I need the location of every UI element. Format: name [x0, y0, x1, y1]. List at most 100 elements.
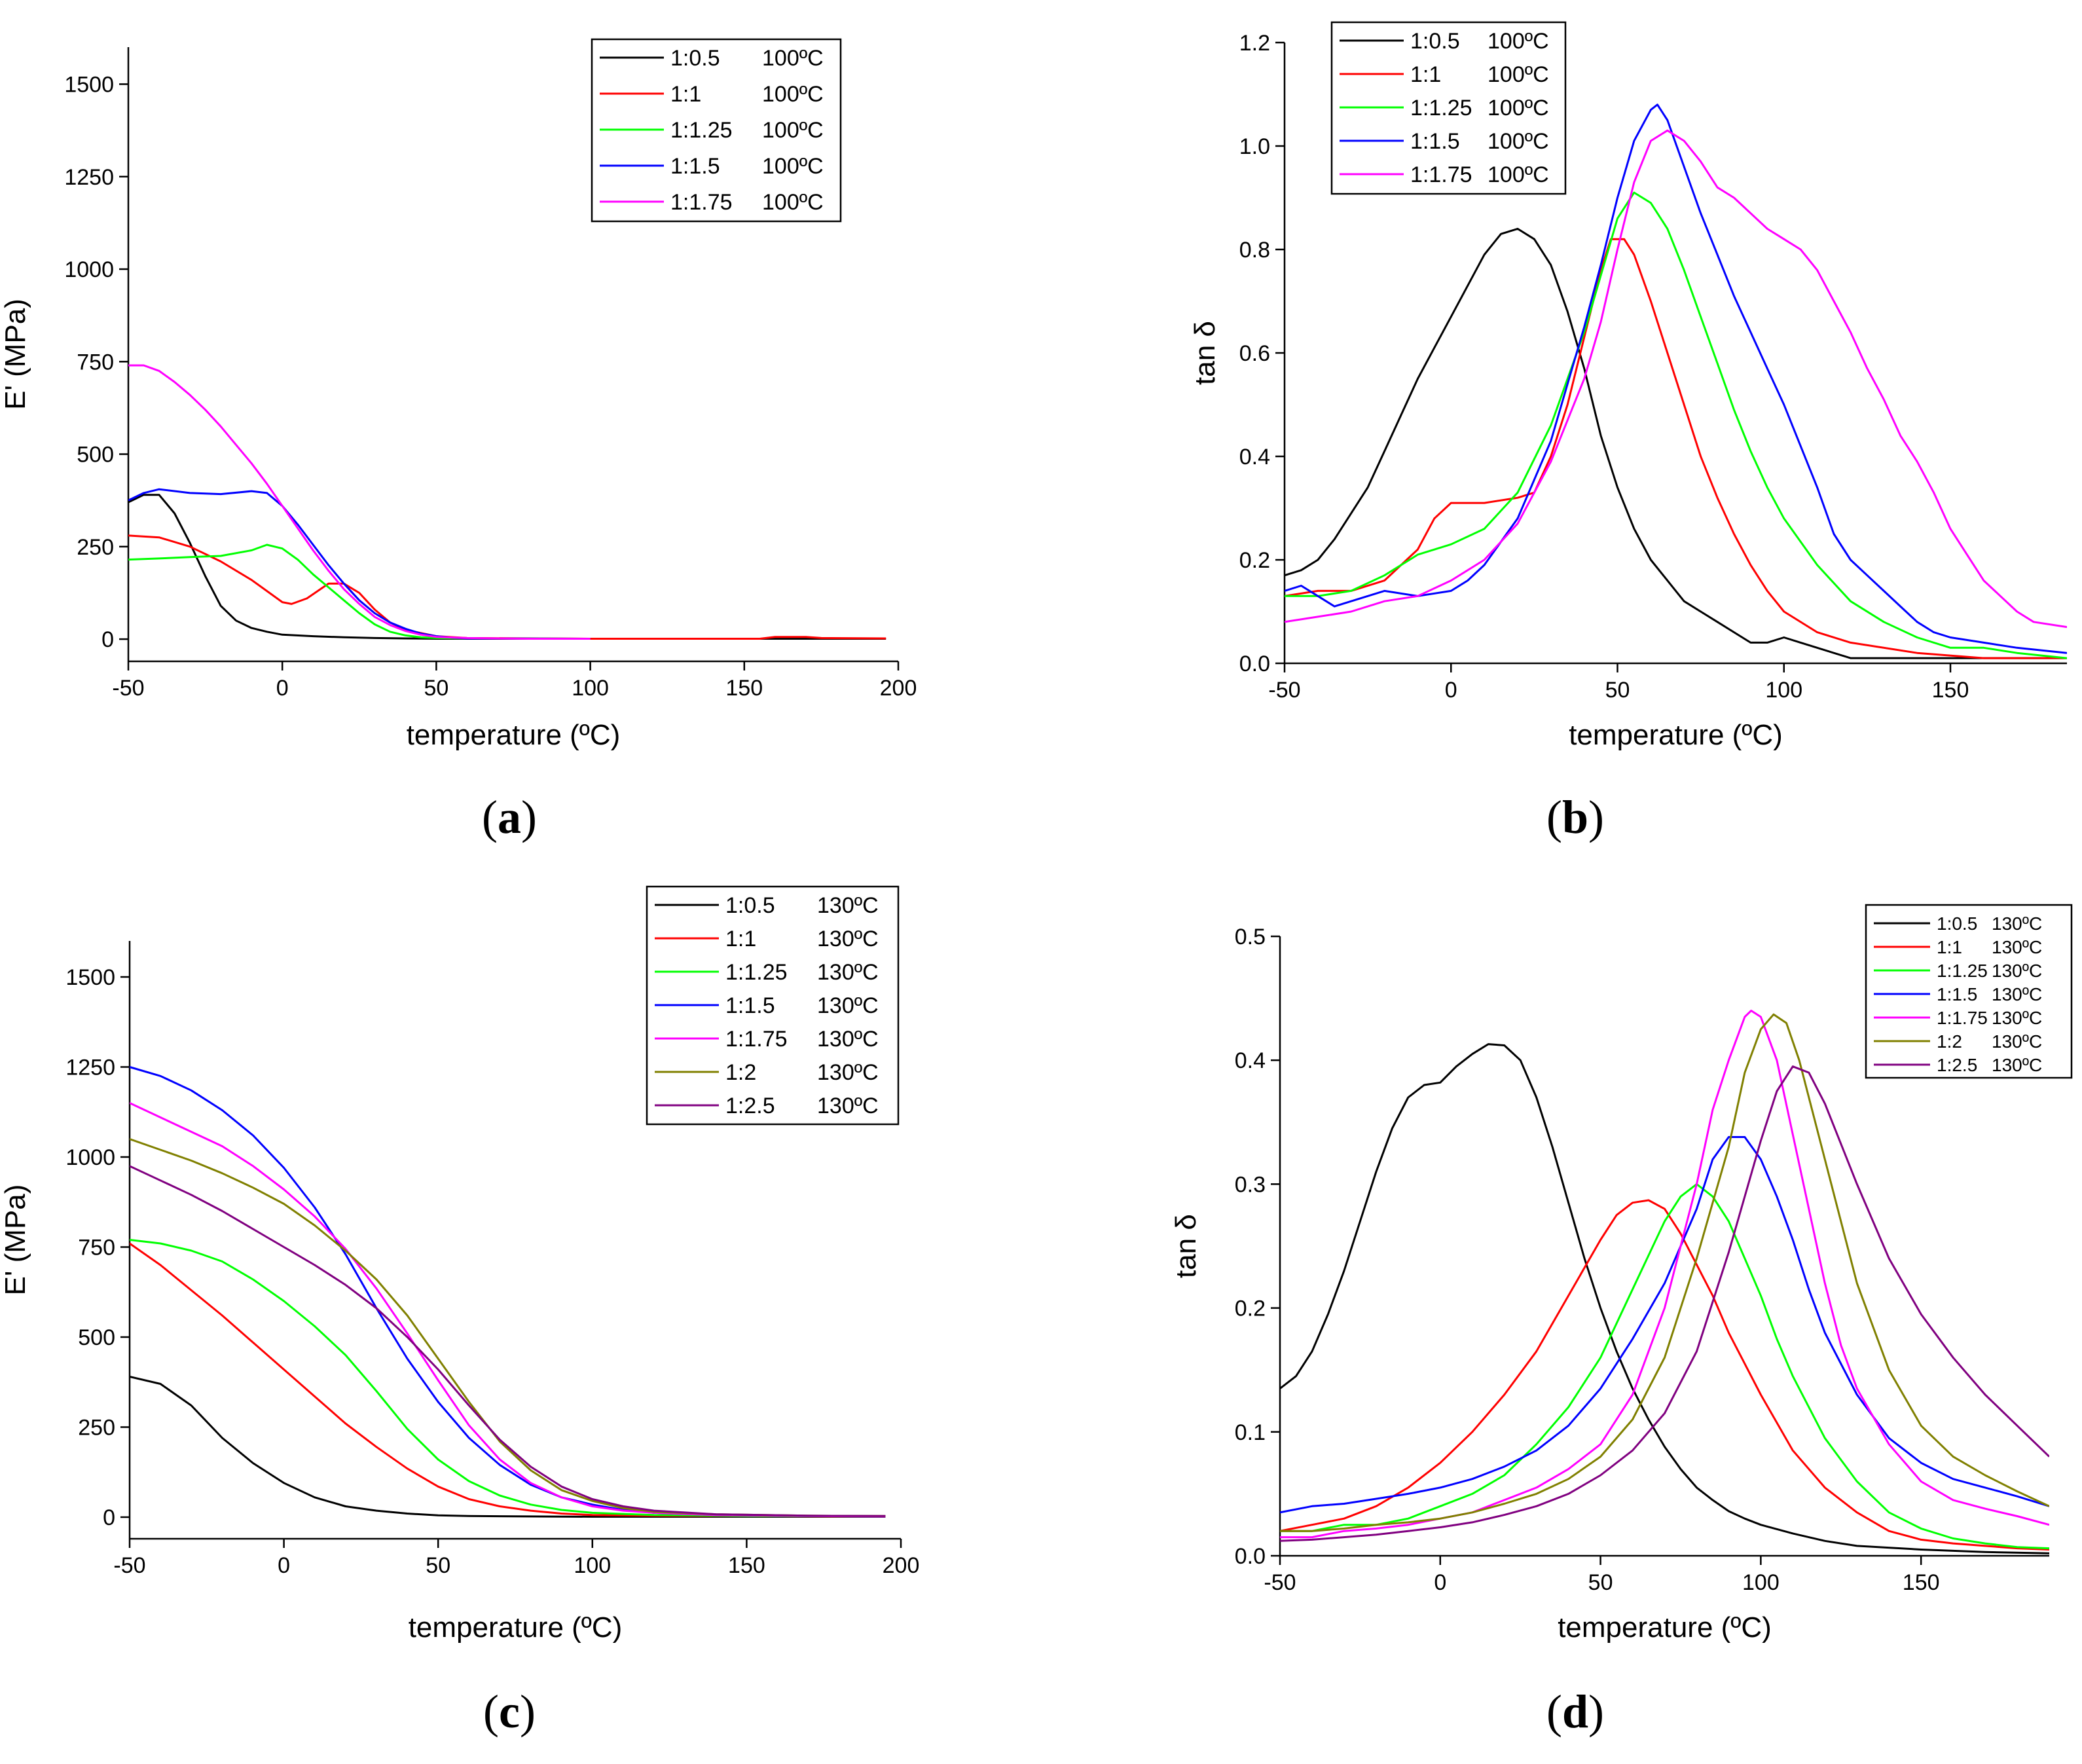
legend-box — [646, 885, 900, 1126]
x-axis-label: temperature (ºC) — [407, 719, 621, 751]
legend-condition: 100ºC — [762, 118, 824, 143]
caption-open-paren: ( — [1546, 1685, 1562, 1738]
x-axis-label: temperature (ºC) — [409, 1611, 623, 1644]
y-tick-label: 1.2 — [1239, 31, 1270, 56]
legend-label: 1:0.5 — [1410, 29, 1460, 54]
y-tick-label: 0.1 — [1235, 1420, 1266, 1445]
y-axis-label: tan δ — [1189, 321, 1221, 385]
series-line-1-1-5 — [1285, 103, 2067, 654]
legend-condition: 100ºC — [762, 154, 824, 179]
x-tick-label: -50 — [1264, 1570, 1296, 1595]
series-line-1-1-25 — [128, 543, 591, 640]
caption-letter: b — [1562, 791, 1588, 843]
panel-b: -50 0 50 100 150 0.0 0.2 0.4 0.6 0.8 1.0 1.2 tempera… — [1189, 21, 2067, 843]
legend-condition: 100ºC — [1488, 129, 1549, 154]
legend-label: 1:1 — [670, 82, 701, 107]
y-tick-label: 1500 — [65, 965, 115, 990]
x-tick-label: 0 — [1434, 1570, 1446, 1595]
series-line-1-1-5 — [1280, 1136, 2049, 1514]
legend-condition: 130ºC — [817, 1093, 879, 1118]
caption-letter: c — [499, 1685, 520, 1738]
legend-label: 1:1.5 — [670, 154, 720, 179]
legend-condition: 130ºC — [1992, 961, 2042, 981]
legend-label: 1:1.25 — [1937, 961, 1988, 981]
y-tick-label: 0 — [103, 1505, 115, 1530]
legend-label: 1:0.5 — [725, 893, 775, 918]
legend-label: 1:1 — [1937, 937, 1962, 957]
legend-label: 1:1 — [725, 927, 756, 951]
series-line-1-0-5 — [1280, 1043, 2049, 1554]
legend-label: 1:1.25 — [1410, 96, 1472, 120]
x-tick-label: 200 — [880, 676, 917, 701]
caption-close-paren: ) — [521, 791, 537, 843]
y-tick-label: 250 — [78, 1416, 115, 1441]
x-tick-label: 50 — [1605, 678, 1630, 703]
caption-close-paren: ) — [1588, 1685, 1604, 1738]
y-tick-label: 0.4 — [1235, 1048, 1266, 1073]
x-tick-label: 50 — [426, 1553, 450, 1578]
legend-label: 1:1.75 — [725, 1027, 788, 1052]
series-line-1-1-75 — [128, 364, 591, 640]
legend-condition: 130ºC — [817, 993, 879, 1018]
series-line-1-0-5 — [1285, 227, 2067, 659]
x-tick-label: 150 — [1932, 678, 1969, 703]
legend-condition: 130ºC — [1992, 1031, 2042, 1052]
x-tick-label: 100 — [1742, 1570, 1780, 1595]
x-axis-label: temperature (ºC) — [1569, 719, 1783, 751]
y-axis-label: E' (MPa) — [0, 1185, 31, 1296]
series-line-1-1-75 — [1285, 129, 2067, 629]
panel-caption: (d) — [1546, 1685, 1604, 1738]
x-tick-label: -50 — [113, 1553, 145, 1578]
x-tick-label: 50 — [424, 676, 448, 701]
legend-label: 1:1.5 — [725, 993, 775, 1018]
legend-label: 1:1.5 — [1937, 984, 1977, 1004]
x-axis-label: temperature (ºC) — [1558, 1611, 1772, 1644]
legend-condition: 100ºC — [1488, 62, 1549, 87]
x-tick-label: 150 — [1903, 1570, 1940, 1595]
x-tick-label: 150 — [728, 1553, 765, 1578]
legend-condition: 130ºC — [817, 927, 879, 951]
y-tick-label: 1250 — [64, 165, 114, 190]
legend-condition: 130ºC — [1992, 1008, 2042, 1028]
legend-box — [1865, 904, 2073, 1079]
legend-label: 1:0.5 — [670, 46, 720, 71]
series-line-1-1 — [128, 534, 886, 640]
legend-condition: 130ºC — [817, 1060, 879, 1085]
legend-label: 1:1 — [1410, 62, 1441, 87]
panel-caption: (c) — [483, 1685, 536, 1738]
legend-condition: 100ºC — [762, 82, 824, 107]
legend-condition: 130ºC — [1992, 1055, 2042, 1075]
panel-a: -50 0 50 100 150 200 0 250 500 750 1000 1250 1500 tem… — [0, 38, 917, 843]
series-line-1-1 — [1285, 238, 2067, 659]
y-tick-label: 0.2 — [1235, 1296, 1266, 1321]
y-tick-label: 0.0 — [1239, 652, 1270, 676]
x-tick-label: 150 — [725, 676, 763, 701]
y-tick-label: 500 — [78, 1325, 115, 1350]
x-tick-label: 50 — [1588, 1570, 1613, 1595]
legend-condition: 130ºC — [1992, 984, 2042, 1004]
y-tick-label: 1000 — [65, 1145, 115, 1170]
y-tick-label: 0 — [101, 627, 114, 652]
legend-label: 1:1.75 — [1410, 162, 1472, 187]
y-tick-label: 1000 — [64, 257, 114, 282]
series-line-1-2-5 — [1280, 1065, 2049, 1542]
legend: 1:0.5 100ºC 1:1 100ºC 1:1.25 100ºC 1:1.5 100ºC 1… — [1330, 21, 1567, 195]
y-tick-label: 1.0 — [1239, 134, 1270, 159]
legend-label: 1:2.5 — [725, 1093, 775, 1118]
caption-letter: a — [498, 791, 521, 843]
panel-c: -50 0 50 100 150 200 0 250 500 750 1000 1250 1500 tem… — [0, 885, 919, 1738]
x-tick-label: 100 — [574, 1553, 611, 1578]
x-tick-label: 0 — [276, 676, 289, 701]
y-tick-label: 0.0 — [1235, 1544, 1266, 1569]
legend: 1:0.5 130ºC 1:1 130ºC 1:1.25 130ºC 1:1.5 130ºC 1… — [646, 885, 900, 1126]
legend-label: 1:2.5 — [1937, 1055, 1977, 1075]
series-line-1-1-75 — [130, 1102, 886, 1518]
series-line-1-1-25 — [130, 1239, 886, 1518]
x-tick-label: -50 — [112, 676, 144, 701]
caption-close-paren: ) — [1588, 791, 1604, 843]
x-tick-label: 0 — [278, 1553, 290, 1578]
legend-label: 1:1.25 — [725, 960, 788, 985]
x-tick-label: 0 — [1445, 678, 1457, 703]
